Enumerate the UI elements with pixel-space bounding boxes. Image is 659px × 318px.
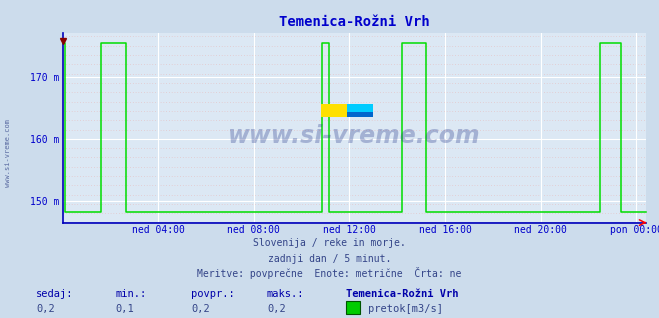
Bar: [347, 104, 374, 112]
Title: Temenica-Rožni Vrh: Temenica-Rožni Vrh: [279, 16, 430, 30]
Text: 0,1: 0,1: [115, 304, 134, 314]
Text: min.:: min.:: [115, 289, 146, 299]
Text: www.si-vreme.com: www.si-vreme.com: [228, 124, 480, 148]
Bar: [347, 112, 374, 117]
Text: www.si-vreme.com: www.si-vreme.com: [5, 119, 11, 187]
Bar: [321, 104, 347, 117]
Text: pretok[m3/s]: pretok[m3/s]: [368, 304, 444, 314]
Text: Temenica-Rožni Vrh: Temenica-Rožni Vrh: [346, 289, 459, 299]
Text: zadnji dan / 5 minut.: zadnji dan / 5 minut.: [268, 254, 391, 264]
Text: Slovenija / reke in morje.: Slovenija / reke in morje.: [253, 238, 406, 248]
Text: sedaj:: sedaj:: [36, 289, 74, 299]
Text: povpr.:: povpr.:: [191, 289, 235, 299]
Text: Meritve: povprečne  Enote: metrične  Črta: ne: Meritve: povprečne Enote: metrične Črta:…: [197, 267, 462, 279]
Text: 0,2: 0,2: [36, 304, 55, 314]
Text: 0,2: 0,2: [191, 304, 210, 314]
Text: 0,2: 0,2: [267, 304, 285, 314]
Text: maks.:: maks.:: [267, 289, 304, 299]
Bar: [347, 112, 374, 117]
